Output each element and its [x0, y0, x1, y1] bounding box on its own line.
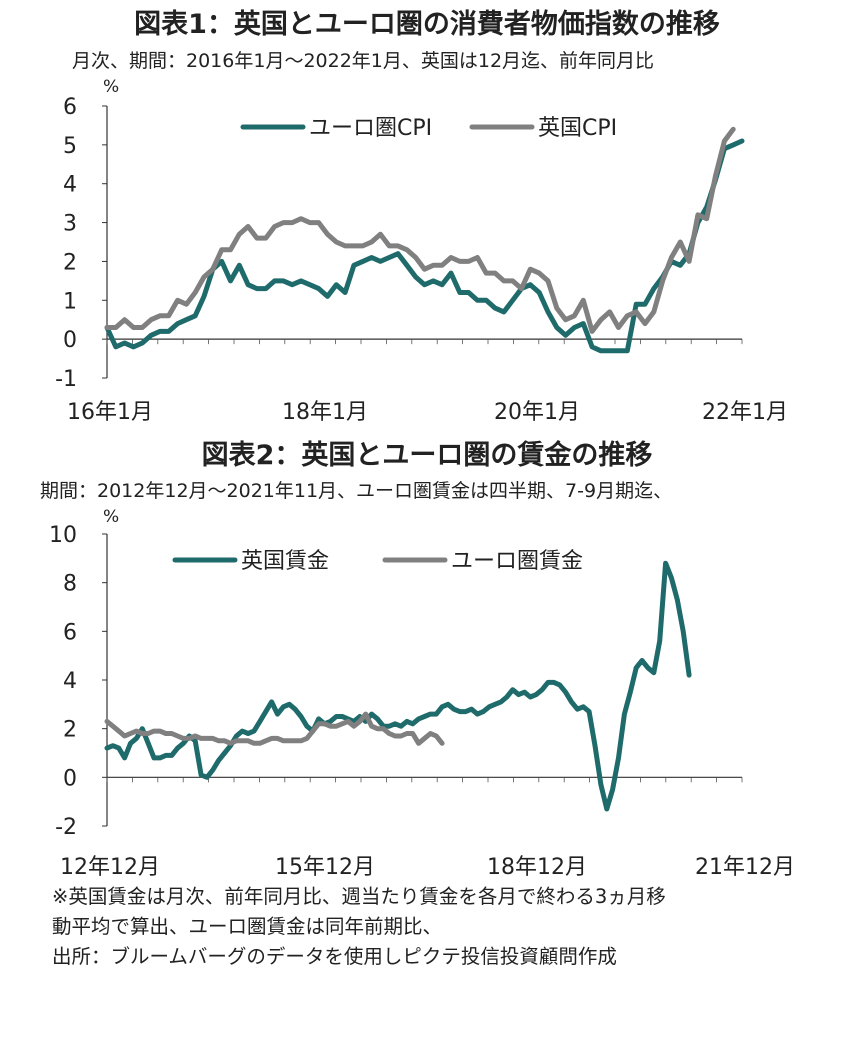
chart2-y-tick-label: 0 — [63, 766, 77, 791]
chart2-y-tick-label: 2 — [63, 718, 77, 743]
chart2-title: 図表2：英国とユーロ圏の賃金の推移 — [201, 440, 653, 471]
chart1-y-tick-label: 6 — [63, 95, 77, 120]
chart2-y-tick-label: 6 — [63, 620, 77, 645]
chart2-x-tick-label: 18年12月 — [487, 855, 587, 880]
note-line-1: ※英国賃金は月次、前年同月比、週当たり賃金を各月で終わる3ヵ月移 — [52, 885, 666, 908]
chart2-y-tick-label: -2 — [55, 815, 77, 840]
chart2-y-tick-label: 10 — [49, 523, 77, 548]
chart1-y-tick-label: -1 — [55, 367, 77, 392]
chart2-series-line-1 — [104, 560, 692, 812]
chart1-y-tick-label: 3 — [63, 212, 77, 237]
chart1-subtitle: 月次、期間：2016年1月～2022年1月、英国は12月迄、前年同月比 — [72, 50, 655, 72]
chart1-legend-label-1: ユーロ圏CPI — [309, 116, 432, 141]
chart1-x-tick-label: 22年1月 — [702, 400, 788, 425]
chart1-unit-label: % — [103, 77, 119, 97]
chart2-series-line-2 — [104, 711, 445, 746]
chart2-x-tick-label: 21年12月 — [695, 855, 795, 880]
chart2-x-tick-label: 15年12月 — [275, 855, 375, 880]
chart2-legend-label-2: ユーロ圏賃金 — [451, 549, 583, 574]
chart1-y-tick-label: 5 — [63, 134, 77, 159]
note-line-3: 出所：ブルームバーグのデータを使用しピクテ投信投資顧問作成 — [52, 945, 617, 968]
chart2-subtitle: 期間：2012年12月～2021年11月、ユーロ圏賃金は四半期、7-9月期迄、 — [40, 480, 673, 502]
chart2-legend-label-1: 英国賃金 — [241, 549, 329, 574]
chart2-x-tick-label: 12年12月 — [60, 855, 160, 880]
chart2-unit-label: % — [103, 507, 119, 527]
chart1-y-tick-label: 1 — [63, 289, 77, 314]
chart1-x-tick-label: 20年1月 — [494, 400, 580, 425]
chart1-y-tick-label: 2 — [63, 250, 77, 275]
chart1-y-tick-label: 4 — [63, 173, 77, 198]
chart2-y-tick-label: 8 — [63, 572, 77, 597]
chart1-title: 図表1：英国とユーロ圏の消費者物価指数の推移 — [134, 9, 720, 40]
chart1-x-tick-label: 16年1月 — [67, 400, 153, 425]
chart1-series-line-2 — [104, 126, 736, 334]
chart2-y-tick-label: 4 — [63, 669, 77, 694]
chart1-x-tick-label: 18年1月 — [282, 400, 368, 425]
note-line-2: 動平均で算出、ユーロ圏賃金は同年前期比、 — [52, 915, 443, 938]
chart1-legend-label-2: 英国CPI — [538, 116, 617, 141]
chart1-y-tick-label: 0 — [63, 328, 77, 353]
